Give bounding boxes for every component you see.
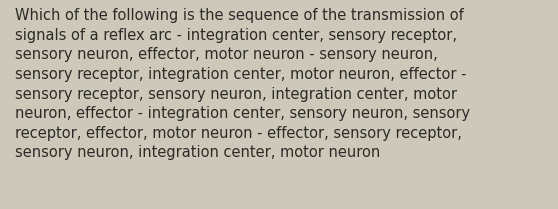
Text: Which of the following is the sequence of the transmission of
signals of a refle: Which of the following is the sequence o… (15, 8, 470, 160)
